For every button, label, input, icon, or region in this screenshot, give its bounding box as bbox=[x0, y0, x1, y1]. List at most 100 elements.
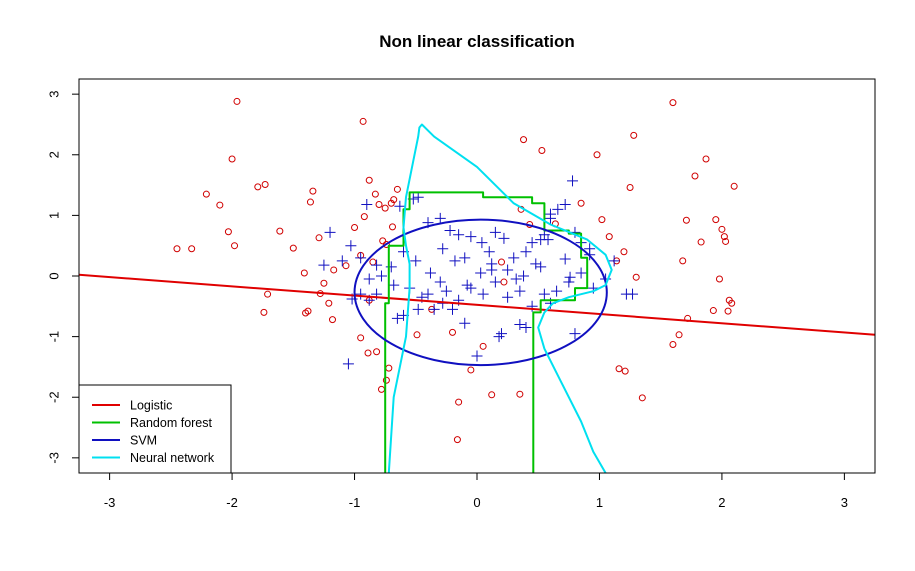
cross-point bbox=[569, 328, 581, 340]
cross-point bbox=[526, 237, 538, 249]
circle-point bbox=[715, 275, 723, 283]
cross-point bbox=[412, 303, 424, 315]
circle-point bbox=[669, 340, 677, 348]
cross-point bbox=[465, 231, 477, 243]
circle-point bbox=[632, 273, 640, 281]
circle-point bbox=[709, 307, 717, 315]
cross-point bbox=[385, 261, 397, 273]
circle-point bbox=[381, 204, 389, 212]
cross-point bbox=[495, 328, 507, 340]
circle-point bbox=[364, 349, 372, 357]
cross-point bbox=[440, 285, 452, 297]
cross-point bbox=[508, 252, 520, 264]
cross-point bbox=[437, 243, 449, 255]
cross-point bbox=[336, 255, 348, 267]
circle-point bbox=[375, 200, 383, 208]
cross-point bbox=[459, 252, 471, 264]
circle-point bbox=[261, 180, 269, 188]
cross-point bbox=[520, 322, 532, 334]
circle-point bbox=[728, 299, 736, 307]
circle-point bbox=[691, 172, 699, 180]
cross-point bbox=[318, 259, 330, 271]
circle-point bbox=[385, 364, 393, 372]
circle-point bbox=[360, 213, 368, 221]
circle-point bbox=[276, 227, 284, 235]
cross-point bbox=[489, 276, 501, 288]
circle-point bbox=[620, 248, 628, 256]
circle-point bbox=[488, 391, 496, 399]
circle-point bbox=[304, 307, 312, 315]
cross-point bbox=[518, 270, 530, 282]
circle-point bbox=[538, 147, 546, 155]
legend: Logistic Random forest SVM Neural network bbox=[78, 384, 232, 474]
circle-point bbox=[382, 240, 390, 248]
cross-point bbox=[459, 317, 471, 329]
cross-point bbox=[489, 226, 501, 238]
boundary-neural-network bbox=[387, 123, 613, 473]
legend-label: Random forest bbox=[130, 416, 213, 430]
cross-point bbox=[567, 175, 579, 187]
circle-point bbox=[390, 196, 398, 204]
circle-point bbox=[712, 216, 720, 224]
y-tick-label: 3 bbox=[46, 91, 61, 98]
circle-point bbox=[228, 155, 236, 163]
cross-point bbox=[544, 208, 556, 220]
legend-label: Neural network bbox=[130, 451, 215, 465]
cross-point bbox=[502, 264, 514, 276]
chart-title: Non linear classification bbox=[379, 32, 575, 51]
legend-label: SVM bbox=[130, 434, 157, 448]
y-axis: -3 -2 -1 0 1 2 3 bbox=[46, 91, 80, 464]
points-layer bbox=[173, 97, 738, 444]
y-tick-label: -2 bbox=[46, 391, 61, 403]
circle-point bbox=[369, 258, 377, 266]
y-tick-label: -1 bbox=[46, 331, 61, 343]
cross-point bbox=[371, 259, 383, 271]
circle-point bbox=[289, 244, 297, 252]
circle-point bbox=[675, 331, 683, 339]
circle-point bbox=[342, 262, 350, 270]
circle-point bbox=[377, 385, 385, 393]
cross-point bbox=[363, 273, 375, 285]
circle-point bbox=[359, 117, 367, 125]
boundary-random-forest bbox=[384, 191, 589, 473]
cross-point bbox=[361, 198, 373, 210]
circle-point bbox=[389, 223, 397, 231]
circle-point bbox=[260, 308, 268, 316]
circle-point bbox=[615, 365, 623, 373]
circle-point bbox=[264, 290, 272, 298]
circle-point bbox=[173, 245, 181, 253]
circle-point bbox=[593, 151, 601, 159]
circle-point bbox=[621, 367, 629, 375]
y-tick-label: 0 bbox=[46, 272, 61, 279]
circle-point bbox=[497, 258, 505, 266]
circle-point bbox=[682, 216, 690, 224]
circle-point bbox=[449, 328, 457, 336]
circle-point bbox=[630, 131, 638, 139]
circle-point bbox=[467, 366, 475, 374]
circle-point bbox=[718, 225, 726, 233]
cross-point bbox=[444, 225, 456, 237]
cross-point bbox=[412, 191, 424, 203]
circle-point bbox=[455, 398, 463, 406]
cross-point bbox=[471, 350, 483, 362]
boundary-svm bbox=[353, 218, 608, 367]
circle-point bbox=[330, 266, 338, 274]
cross-point bbox=[551, 285, 563, 297]
y-tick-label: 2 bbox=[46, 151, 61, 158]
cross-point bbox=[520, 246, 532, 258]
circle-point bbox=[387, 199, 395, 207]
circle-point bbox=[500, 278, 508, 286]
circle-point bbox=[479, 342, 487, 350]
circle-point bbox=[254, 183, 262, 191]
circle-point bbox=[371, 190, 379, 198]
x-tick-label: 2 bbox=[718, 495, 725, 510]
circle-point bbox=[224, 228, 232, 236]
circle-point bbox=[309, 187, 317, 195]
cross-point bbox=[510, 273, 522, 285]
circle-point bbox=[453, 436, 461, 444]
x-tick-label: -2 bbox=[226, 495, 238, 510]
circle-point bbox=[702, 155, 710, 163]
circle-point bbox=[233, 97, 241, 105]
circle-point bbox=[373, 348, 381, 356]
cross-point bbox=[424, 267, 436, 279]
